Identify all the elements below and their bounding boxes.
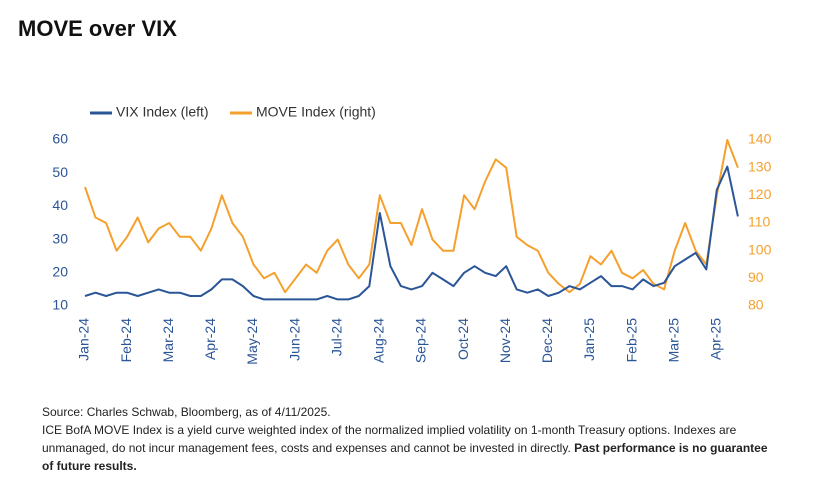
x-tick-label: Dec-24: [539, 318, 555, 363]
x-tick-label: Mar-24: [160, 318, 176, 363]
legend-label: MOVE Index (right): [256, 104, 376, 120]
note-bold: Past performance is no guarantee of futu…: [42, 441, 768, 473]
x-tick-label: Feb-24: [118, 318, 134, 363]
y-tick-label: 40: [52, 197, 68, 213]
y2-tick-label: 90: [748, 269, 764, 285]
y-tick-label: 30: [52, 230, 68, 246]
note-block: ICE BofA MOVE Index is a yield curve wei…: [42, 421, 782, 475]
x-tick-label: Jul-24: [328, 318, 344, 356]
y2-tick-label: 140: [748, 131, 772, 147]
x-tick-label: Oct-24: [455, 318, 471, 360]
y2-tick-label: 110: [748, 214, 771, 230]
legend-label: VIX Index (left): [116, 104, 209, 120]
series-line: [84, 139, 739, 294]
y2-tick-label: 120: [748, 186, 772, 202]
y2-tick-label: 100: [748, 241, 772, 257]
y-tick-label: 20: [52, 264, 68, 280]
y2-tick-label: 130: [748, 158, 772, 174]
x-tick-label: Nov-24: [497, 318, 513, 363]
y-tick-label: 60: [52, 131, 68, 147]
y2-tick-label: 80: [748, 297, 764, 313]
series-line: [84, 165, 739, 301]
source: Source: Charles Schwab, Bloomberg, as of…: [42, 405, 331, 419]
x-tick-label: Jan-24: [76, 318, 92, 361]
chart-title: MOVE over VIX: [18, 16, 177, 41]
x-tick-label: Apr-24: [202, 318, 218, 360]
x-tick-label: Mar-25: [665, 318, 681, 363]
x-tick-label: Jan-25: [581, 318, 597, 361]
x-tick-label: Jun-24: [286, 318, 302, 361]
x-tick-label: Feb-25: [623, 318, 639, 363]
note: ICE BofA MOVE Index is a yield curve wei…: [42, 423, 737, 455]
y-tick-label: 50: [52, 164, 68, 180]
chart: 10 20 30 40 50 60 80 90 100 110 120 130 140 Jan-24 Feb…: [52, 104, 772, 365]
footnote: Source: Charles Schwab, Bloomberg, as of…: [42, 403, 782, 475]
x-tick-label: Aug-24: [371, 318, 387, 363]
x-tick-label: Apr-25: [708, 318, 724, 360]
x-tick-label: May-24: [244, 318, 260, 365]
x-tick-label: Sep-24: [413, 318, 429, 363]
y-tick-label: 10: [52, 297, 68, 313]
